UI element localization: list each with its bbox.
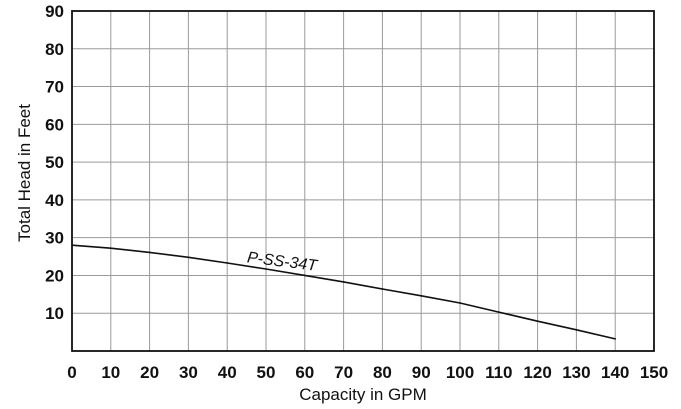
y-tick-20: 20: [45, 266, 64, 285]
series-point-0-13: [575, 329, 578, 331]
series-point-0-2: [148, 251, 151, 254]
series-point-0-5: [265, 268, 267, 270]
x-tick-60: 60: [295, 363, 314, 382]
plot-area: [72, 11, 654, 351]
grid: [72, 11, 654, 351]
x-tick-80: 80: [373, 363, 392, 382]
y-tick-labels: 10 20 30 40 50 60 70 80 90: [45, 2, 64, 323]
series-point-0-14: [614, 338, 616, 340]
x-tick-70: 70: [334, 363, 353, 382]
x-tick-140: 140: [601, 363, 629, 382]
x-tick-10: 10: [101, 363, 120, 382]
y-tick-80: 80: [45, 40, 64, 59]
series-point-0-6: [304, 274, 306, 277]
y-tick-30: 30: [45, 229, 64, 248]
y-tick-10: 10: [45, 304, 64, 323]
x-tick-50: 50: [257, 363, 276, 382]
series-point-0-12: [536, 320, 539, 322]
series-point-0-8: [381, 288, 384, 290]
series-point-0-4: [226, 262, 228, 264]
x-tick-20: 20: [140, 363, 159, 382]
plot-frame: [71, 10, 655, 352]
x-tick-110: 110: [485, 363, 512, 382]
y-tick-70: 70: [45, 78, 64, 97]
y-tick-90: 90: [45, 2, 64, 21]
x-tick-100: 100: [446, 363, 474, 382]
x-tick-labels: 0 10 20 30 40 50 60 70 80 90 100 110 120 130 140 150: [67, 363, 668, 382]
x-axis-title: Capacity in GPM: [299, 385, 427, 404]
series-point-0-9: [420, 295, 423, 297]
x-tick-150: 150: [640, 363, 668, 382]
y-axis-title: Total Head in Feet: [15, 104, 34, 242]
y-tick-50: 50: [45, 153, 64, 172]
series-point-0-11: [498, 311, 500, 313]
y-tick-60: 60: [45, 115, 64, 134]
series-point-0-10: [459, 302, 461, 304]
x-tick-0: 0: [67, 363, 76, 382]
x-tick-120: 120: [523, 363, 551, 382]
series-point-0-7: [342, 281, 345, 283]
x-tick-130: 130: [562, 363, 590, 382]
series-point-0-1: [110, 247, 112, 250]
x-tick-30: 30: [179, 363, 198, 382]
series-layer: P-SS-34T: [71, 244, 616, 340]
y-tick-40: 40: [45, 191, 64, 210]
x-tick-90: 90: [412, 363, 431, 382]
x-tick-40: 40: [218, 363, 237, 382]
series-point-0-3: [187, 256, 190, 259]
